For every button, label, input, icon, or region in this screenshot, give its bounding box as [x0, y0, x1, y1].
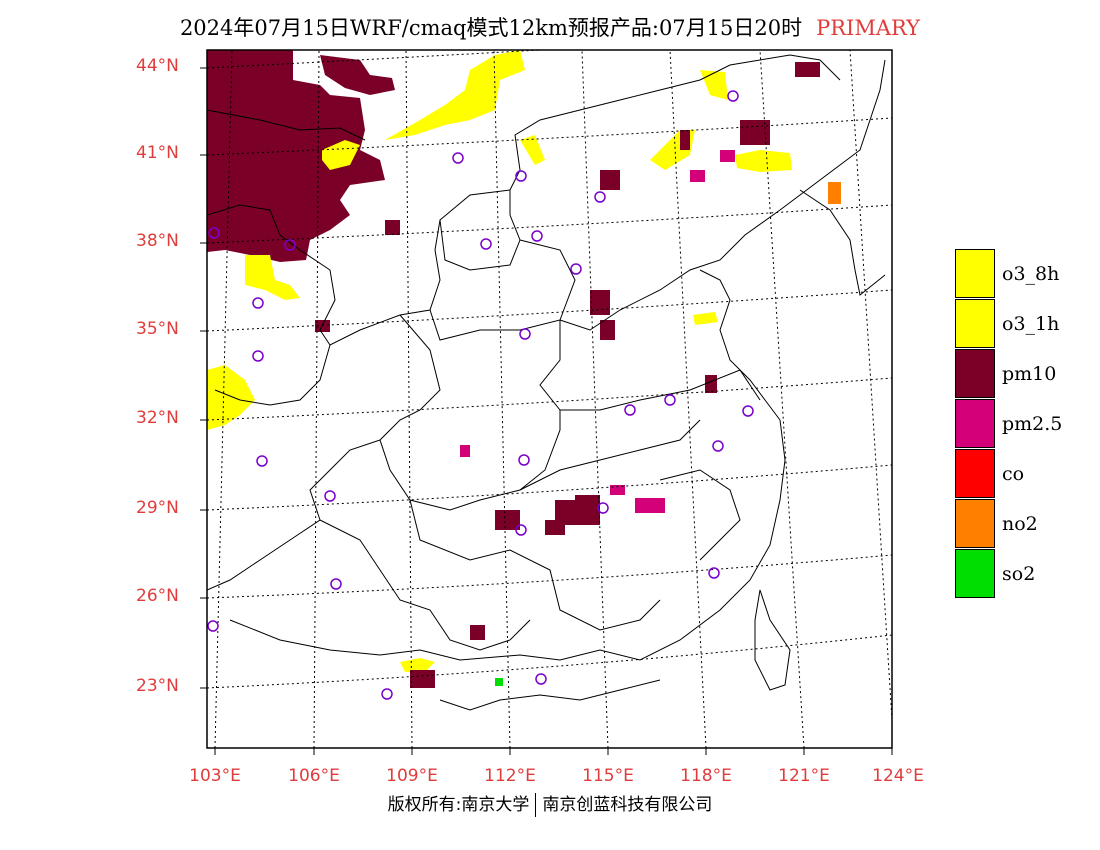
legend-label: so2: [1002, 563, 1036, 585]
legend-swatch: [955, 549, 995, 598]
lat-label-29: 29°N: [136, 498, 179, 518]
map-title: 2024年07月15日WRF/cmaq模式12km预报产品:07月15日20时 P…: [0, 12, 1100, 42]
title-text: 2024年07月15日WRF/cmaq模式12km预报产品:07月15日20时: [179, 16, 803, 40]
o3-region-hebei: [520, 135, 545, 165]
pm25-patches: [460, 150, 735, 513]
copyright-footer: 版权所有:南京大学 南京创蓝科技有限公司: [0, 790, 1100, 817]
lon-label-103: 103°E: [189, 766, 241, 786]
legend-label: pm2.5: [1002, 413, 1063, 435]
lat-label-44: 44°N: [136, 56, 179, 76]
o3-region-inner: [322, 140, 360, 170]
legend-label: pm10: [1002, 363, 1057, 385]
map-frame: [206, 49, 893, 749]
legend-swatch: [955, 399, 995, 448]
o3-region-northeast: [735, 150, 792, 172]
legend-swatch: [955, 449, 995, 498]
legend-label: o3_1h: [1002, 313, 1060, 335]
legend-label: o3_8h: [1002, 263, 1060, 285]
legend-swatch: [955, 499, 995, 548]
footer-separator: [535, 793, 537, 817]
mode-label: PRIMARY: [816, 16, 921, 40]
o3-region-west-2: [245, 255, 300, 300]
lat-label-41: 41°N: [136, 143, 179, 163]
lon-label-115: 115°E: [582, 766, 634, 786]
lat-label-38: 38°N: [136, 231, 179, 251]
legend-swatch: [955, 249, 995, 298]
lon-label-121: 121°E: [778, 766, 830, 786]
lat-label-23: 23°N: [136, 676, 179, 696]
lat-label-32: 32°N: [136, 408, 179, 428]
axis-ticks: [200, 67, 893, 755]
lon-label-112: 112°E: [484, 766, 536, 786]
o3-region-south: [400, 658, 435, 672]
lat-label-26: 26°N: [136, 586, 179, 606]
o3-region-liaoning: [700, 70, 728, 100]
lon-label-106: 106°E: [288, 766, 340, 786]
copyright-right: 南京创蓝科技有限公司: [542, 795, 713, 815]
lat-label-35: 35°N: [136, 319, 179, 339]
pm10-region-north: [320, 55, 395, 95]
o3-region-north: [385, 50, 525, 140]
station-markers: [207, 90, 754, 700]
legend-swatch: [955, 349, 995, 398]
pm10-patches: [315, 62, 820, 688]
legend-label: co: [1002, 463, 1025, 485]
legend-label: no2: [1002, 513, 1038, 535]
o3-region-jiangsu: [693, 312, 718, 325]
lon-label-118: 118°E: [680, 766, 732, 786]
copyright-left: 版权所有:南京大学: [387, 795, 530, 815]
lon-label-109: 109°E: [386, 766, 438, 786]
province-boundaries: [207, 54, 886, 711]
grid-lines: [207, 50, 892, 748]
so2-patch: [495, 678, 503, 686]
o3-region-west: [207, 365, 255, 430]
legend-swatch: [955, 299, 995, 348]
lon-label-124: 124°E: [872, 766, 924, 786]
pm10-region-northwest: [207, 50, 385, 262]
no2-patch: [828, 182, 841, 204]
